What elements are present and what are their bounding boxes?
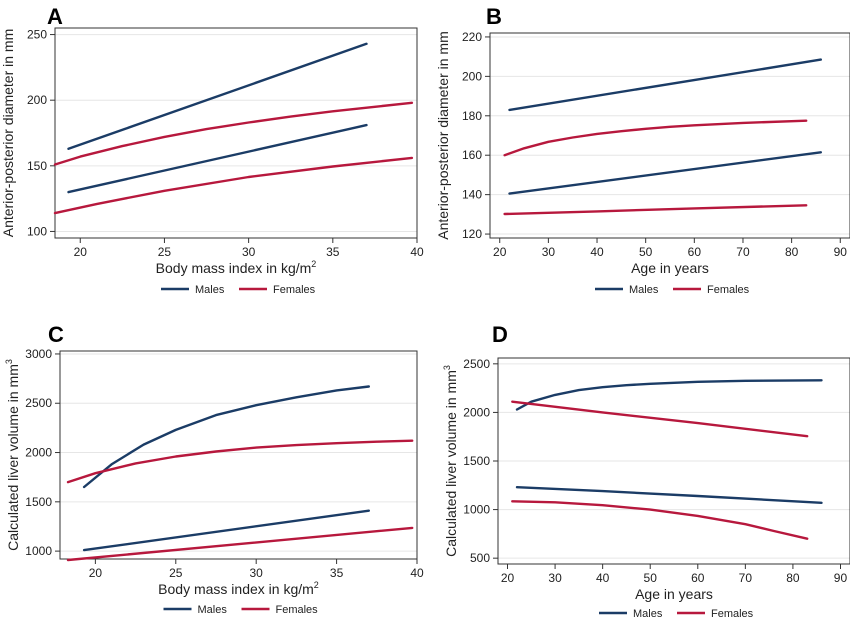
- x-tick-label: 60: [691, 571, 705, 585]
- panel-a: 100 150 200 250 20 25 30 35 40 A Body mass index i…: [0, 4, 424, 296]
- series-line-males: [515, 379, 823, 411]
- y-tick-label: 140: [462, 188, 482, 202]
- legend-label: Males: [633, 608, 663, 619]
- y-axis-title: Calculated liver volume in mm3: [442, 365, 459, 557]
- x-tick-label: 20: [501, 571, 515, 585]
- series-line-females: [503, 119, 808, 157]
- x-tick-label: 35: [330, 566, 344, 580]
- series-line-males: [67, 42, 368, 151]
- plot-frame: [489, 32, 850, 239]
- panel-b: 120 140 160 180 200 220 20 30 40 50 60 70 80 90 B Age i…: [435, 4, 850, 296]
- panel-d: 500 1000 1500 2000 2500 20 30 40 50 60 70 80 90 D Age …: [442, 322, 850, 619]
- legend-label: Females: [276, 604, 319, 616]
- plot-frame: [54, 27, 418, 239]
- x-axis-title: Age in years: [631, 260, 709, 276]
- y-tick-label: 250: [27, 28, 47, 42]
- y-tick-label: 2000: [25, 446, 52, 460]
- x-tick-label: 90: [834, 571, 848, 585]
- x-tick-label: 90: [834, 245, 848, 259]
- x-tick-label: 70: [739, 571, 753, 585]
- series-line-females: [66, 526, 414, 562]
- legend: Males Females: [595, 284, 750, 296]
- series-line-females: [53, 156, 414, 215]
- panel-letter: D: [492, 322, 508, 347]
- x-tick-label: 70: [736, 245, 750, 259]
- y-tick-label: 100: [27, 224, 47, 238]
- legend-label: Males: [198, 604, 228, 616]
- series-line-males: [67, 123, 368, 194]
- legend-label: Males: [629, 284, 659, 296]
- x-tick-label: 25: [158, 245, 172, 259]
- x-tick-label: 30: [250, 566, 264, 580]
- x-axis-title-superscript: 2: [314, 580, 319, 590]
- y-tick-label: 2500: [463, 357, 490, 371]
- series-line-females: [503, 204, 808, 216]
- legend: Males Females: [599, 608, 754, 619]
- panel-letter: A: [47, 4, 63, 29]
- y-tick-label: 1000: [463, 503, 490, 517]
- series-line-males: [82, 509, 370, 552]
- y-axis-title: Anterior-posterior diameter in mm: [435, 31, 451, 240]
- y-axis-title-superscript: 3: [442, 365, 452, 370]
- legend: Males Females: [161, 284, 316, 296]
- series-line-males: [508, 58, 822, 112]
- x-tick-label: 40: [596, 571, 610, 585]
- y-tick-label: 3000: [25, 347, 52, 361]
- series-line-males: [515, 486, 823, 504]
- x-tick-label: 20: [89, 566, 103, 580]
- x-tick-label: 50: [639, 245, 653, 259]
- x-tick-label: 30: [542, 245, 556, 259]
- y-axis-title: Calculated liver volume in mm3: [4, 359, 21, 551]
- series-line-females: [66, 439, 414, 484]
- y-tick-label: 200: [462, 69, 482, 83]
- panel-c: 1000 1500 2000 2500 3000 20 25 30 35 40 C Body mass…: [4, 322, 424, 616]
- x-axis-title: Body mass index in kg/m2: [156, 259, 317, 276]
- legend-label: Females: [707, 284, 750, 296]
- y-tick-label: 500: [470, 551, 490, 565]
- y-tick-label: 2500: [25, 396, 52, 410]
- panel-letter: B: [486, 4, 502, 29]
- x-tick-label: 80: [786, 571, 800, 585]
- series-line-females: [511, 500, 809, 540]
- panel-letter: C: [48, 322, 64, 347]
- x-axis-title: Age in years: [635, 586, 713, 602]
- legend-label: Males: [195, 284, 225, 296]
- y-tick-label: 180: [462, 109, 482, 123]
- x-axis-title-superscript: 2: [311, 259, 316, 269]
- x-tick-label: 80: [785, 245, 799, 259]
- x-tick-label: 20: [493, 245, 507, 259]
- x-tick-label: 60: [688, 245, 702, 259]
- y-tick-label: 220: [462, 30, 482, 44]
- y-axis-title-superscript: 3: [4, 359, 14, 364]
- y-tick-label: 1500: [25, 495, 52, 509]
- series-line-females: [53, 101, 414, 166]
- y-tick-label: 120: [462, 227, 482, 241]
- y-tick-label: 1500: [463, 454, 490, 468]
- y-tick-label: 160: [462, 148, 482, 162]
- x-tick-label: 25: [169, 566, 183, 580]
- x-axis-title: Body mass index in kg/m2: [158, 580, 319, 597]
- x-tick-label: 50: [644, 571, 658, 585]
- series-line-males: [82, 385, 370, 489]
- legend-label: Females: [711, 608, 754, 619]
- x-tick-label: 30: [242, 245, 256, 259]
- x-tick-label: 30: [548, 571, 562, 585]
- x-tick-label: 35: [326, 245, 340, 259]
- y-tick-label: 2000: [463, 405, 490, 419]
- y-tick-label: 1000: [25, 544, 52, 558]
- x-tick-label: 40: [410, 245, 424, 259]
- legend-label: Females: [273, 284, 316, 296]
- y-axis-title: Anterior-posterior diameter in mm: [0, 29, 16, 238]
- series-line-females: [511, 400, 809, 438]
- legend: Males Females: [163, 604, 319, 616]
- x-tick-label: 40: [410, 566, 424, 580]
- y-tick-label: 150: [27, 159, 47, 173]
- x-tick-label: 20: [74, 245, 88, 259]
- plot-frame: [59, 350, 418, 560]
- y-tick-label: 200: [27, 93, 47, 107]
- x-tick-label: 40: [590, 245, 604, 259]
- series-line-males: [508, 151, 822, 195]
